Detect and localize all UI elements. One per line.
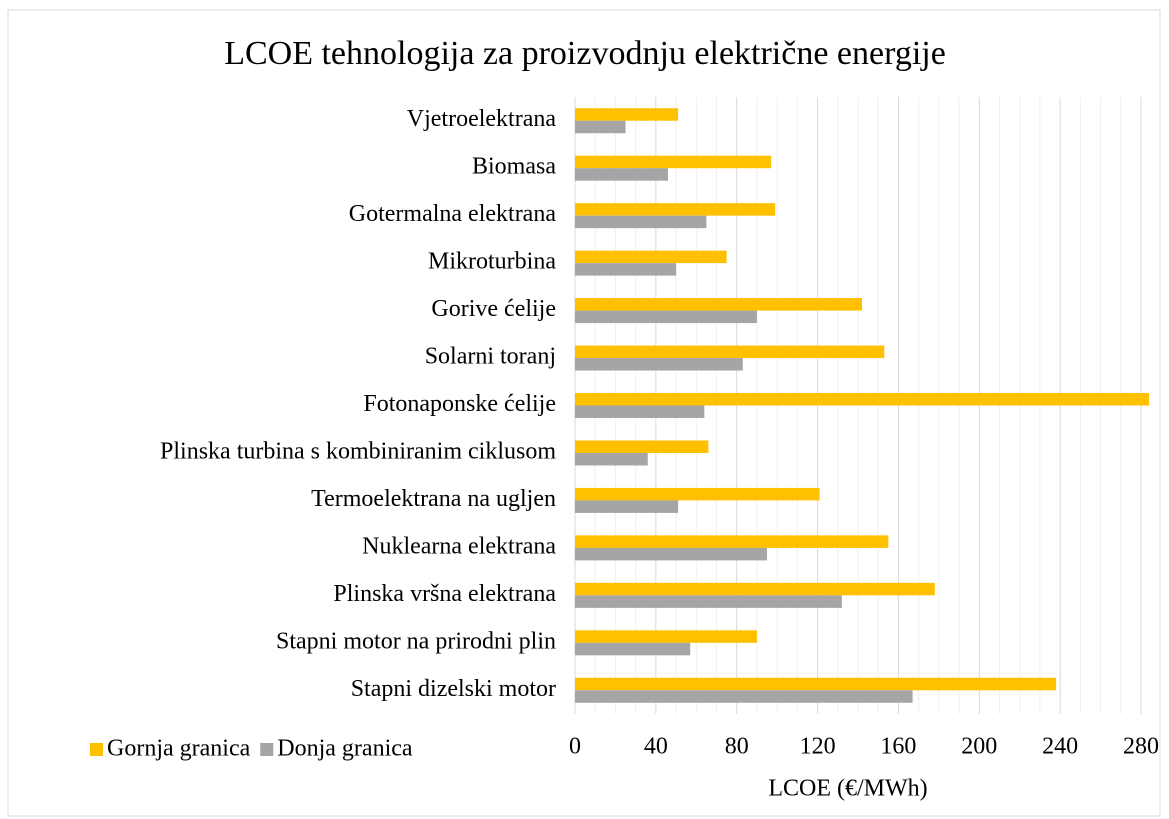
legend-label: Gornja granica <box>107 736 251 762</box>
bar <box>575 120 626 134</box>
bar <box>575 263 677 276</box>
y-tick-label: Biomasa <box>472 154 556 180</box>
bar <box>575 690 913 703</box>
y-tick-label: Stapni dizelski motor <box>351 676 556 702</box>
y-tick-label: Gorive ćelije <box>431 296 556 322</box>
bar <box>575 358 743 371</box>
bar <box>575 630 757 643</box>
bar <box>575 310 757 324</box>
bar <box>575 108 679 121</box>
bar <box>575 500 679 513</box>
y-tick-label: Plinska turbina s kombiniranim ciklusom <box>160 438 556 464</box>
y-tick-label: Nuklearna elektrana <box>362 533 556 559</box>
y-tick-label: Stapni motor na prirodni plin <box>276 628 556 654</box>
bar <box>575 298 863 311</box>
bar <box>575 393 1150 406</box>
bar <box>575 155 772 169</box>
bar <box>575 547 768 561</box>
chart-title: LCOE tehnologija za proizvodnju električ… <box>224 35 946 72</box>
bar <box>575 677 1057 691</box>
bar <box>575 345 885 359</box>
bar <box>575 405 705 418</box>
y-tick-label: Plinska vršna elektrana <box>333 581 556 607</box>
bar <box>575 250 727 264</box>
bar <box>575 168 668 181</box>
bar <box>575 203 776 216</box>
y-tick-label: Gotermalna elektrana <box>349 201 557 227</box>
legend-swatch <box>260 743 274 756</box>
y-tick-label: Vjetroelektrana <box>407 106 557 132</box>
x-tick-label: 160 <box>880 734 916 760</box>
bar <box>575 487 820 501</box>
bar <box>575 642 691 656</box>
x-tick-label: 200 <box>961 734 997 760</box>
x-tick-label: 240 <box>1042 734 1078 760</box>
x-axis-label: LCOE (€/MWh) <box>768 776 927 802</box>
legend-label: Donja granica <box>277 736 413 762</box>
y-tick-label: Fotonaponske ćelije <box>363 391 556 417</box>
y-tick-label: Termoelektrana na ugljen <box>311 486 556 512</box>
bar <box>575 535 889 548</box>
bar <box>575 582 935 596</box>
y-tick-label: Mikroturbina <box>428 249 556 275</box>
x-tick-label: 40 <box>644 734 668 760</box>
x-tick-label: 120 <box>800 734 836 760</box>
bar <box>575 215 707 229</box>
bar <box>575 452 648 466</box>
x-tick-label: 80 <box>725 734 749 760</box>
bar <box>575 595 842 608</box>
x-tick-label: 0 <box>569 734 581 760</box>
x-tick-label: 280 <box>1123 734 1159 760</box>
bar <box>575 440 709 453</box>
legend-swatch <box>90 743 103 756</box>
y-tick-label: Solarni toranj <box>425 344 556 370</box>
